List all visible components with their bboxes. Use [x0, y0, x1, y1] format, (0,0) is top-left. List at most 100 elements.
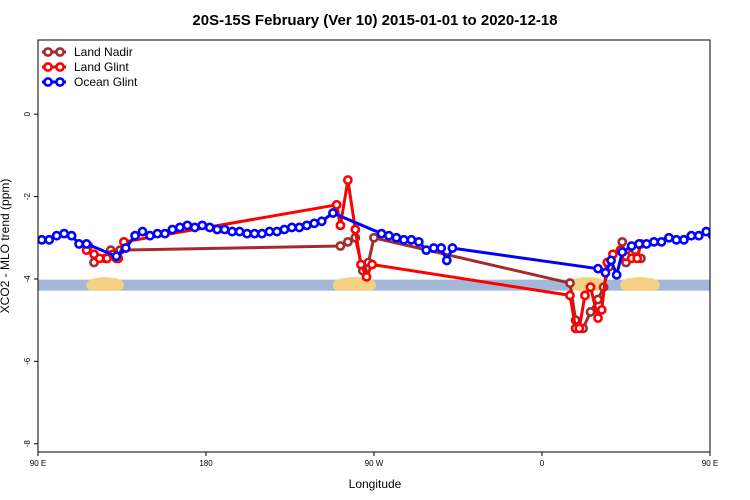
series-ocean-glint	[38, 208, 710, 280]
data-point-ocean-glint	[421, 245, 432, 256]
data-point-ocean-glint	[398, 234, 409, 245]
data-point-ocean-glint	[294, 222, 305, 233]
data-point-ocean-glint	[130, 230, 140, 241]
legend-item-ocean-glint: Ocean Glint	[42, 75, 138, 89]
data-point-ocean-glint	[611, 269, 622, 280]
data-point-ocean-glint	[428, 243, 439, 253]
data-point-land-glint	[593, 313, 603, 323]
y-tick-label: 0	[23, 111, 32, 116]
x-axis: 90 E 180 90 W 0 90 E	[30, 452, 718, 468]
data-point-land-nadir	[369, 232, 379, 243]
data-point-ocean-glint	[664, 232, 674, 243]
data-point-ocean-glint	[301, 220, 312, 231]
data-point-land-nadir	[342, 236, 353, 247]
y-tick-label: -6	[23, 357, 32, 365]
data-point-land-glint	[361, 271, 372, 282]
data-point-ocean-glint	[111, 251, 122, 262]
data-point-land-nadir	[617, 236, 628, 247]
data-point-land-glint	[632, 253, 643, 264]
legend-marker	[55, 47, 65, 57]
series-layer	[38, 175, 710, 334]
data-point-ocean-glint	[406, 234, 417, 245]
data-point-land-glint	[574, 323, 585, 334]
data-point-land-nadir	[565, 278, 575, 288]
data-point-ocean-glint	[678, 234, 689, 245]
data-point-land-glint	[580, 290, 590, 301]
land-band-cap	[623, 277, 657, 286]
data-point-ocean-glint	[279, 224, 290, 235]
data-point-ocean-glint	[701, 226, 710, 237]
data-point-ocean-glint	[606, 255, 616, 266]
data-point-ocean-glint	[204, 222, 215, 233]
data-point-land-glint	[94, 253, 105, 264]
data-point-ocean-glint	[328, 208, 338, 218]
y-tick-label: -4	[23, 275, 32, 283]
data-point-ocean-glint	[182, 220, 193, 231]
legend-item-land-nadir: Land Nadir	[42, 45, 133, 59]
data-point-ocean-glint	[51, 230, 62, 241]
data-point-ocean-glint	[38, 234, 47, 245]
x-axis-title: Longitude	[349, 477, 402, 491]
legend-label: Land Glint	[74, 60, 129, 74]
data-point-ocean-glint	[316, 216, 327, 227]
legend-marker	[43, 47, 53, 57]
data-point-land-nadir	[585, 307, 596, 317]
data-point-land-glint	[585, 282, 596, 293]
x-tick-label: 0	[540, 459, 545, 468]
data-point-ocean-glint	[145, 230, 155, 241]
y-axis-title: XCO2 - MLO trend (ppm)	[0, 179, 12, 314]
data-point-land-glint	[565, 290, 575, 301]
data-point-ocean-glint	[264, 226, 275, 237]
y-tick-label: -8	[23, 440, 32, 448]
data-point-ocean-glint	[257, 228, 267, 239]
data-point-ocean-glint	[286, 222, 297, 233]
data-point-ocean-glint	[152, 228, 163, 239]
data-point-ocean-glint	[641, 239, 652, 249]
x-tick-label: 90 E	[702, 459, 718, 468]
legend-marker	[55, 62, 65, 72]
data-point-ocean-glint	[649, 236, 659, 247]
x-tick-label: 90 E	[30, 459, 46, 468]
data-point-ocean-glint	[227, 226, 238, 237]
data-point-ocean-glint	[656, 236, 667, 247]
data-point-ocean-glint	[242, 228, 252, 239]
data-point-ocean-glint	[686, 230, 697, 241]
legend-label: Ocean Glint	[74, 75, 138, 89]
data-point-land-glint	[342, 175, 353, 185]
data-point-ocean-glint	[593, 263, 603, 274]
legend-label: Land Nadir	[74, 45, 133, 59]
data-point-ocean-glint	[309, 218, 320, 229]
data-point-ocean-glint	[189, 222, 200, 233]
land-band-cap	[89, 277, 121, 286]
legend-marker	[43, 62, 53, 72]
legend-item-land-glint: Land Glint	[42, 60, 129, 74]
x-tick-label: 90 W	[365, 459, 384, 468]
data-point-ocean-glint	[441, 255, 452, 266]
chart-title: 20S-15S February (Ver 10) 2015-01-01 to …	[192, 12, 557, 29]
data-point-ocean-glint	[413, 236, 424, 247]
data-point-ocean-glint	[160, 228, 170, 239]
data-point-ocean-glint	[671, 234, 682, 245]
data-point-ocean-glint	[167, 224, 178, 235]
data-point-ocean-glint	[617, 247, 628, 258]
data-point-land-glint	[331, 199, 342, 210]
data-point-ocean-glint	[81, 239, 92, 249]
data-point-land-glint	[367, 259, 378, 270]
y-axis: 0 -2 -4 -6 -8	[23, 111, 38, 447]
data-point-ocean-glint	[174, 222, 185, 233]
data-point-land-glint	[596, 304, 607, 315]
data-point-ocean-glint	[74, 239, 84, 249]
data-point-ocean-glint	[234, 226, 245, 237]
data-point-ocean-glint	[634, 239, 644, 249]
data-point-ocean-glint	[249, 228, 260, 239]
data-point-ocean-glint	[436, 243, 447, 253]
data-point-ocean-glint	[212, 224, 223, 235]
data-point-land-glint	[350, 224, 361, 235]
data-point-ocean-glint	[137, 226, 148, 237]
data-point-ocean-glint	[120, 243, 131, 253]
data-point-ocean-glint	[59, 228, 70, 239]
x-tick-label: 180	[199, 459, 213, 468]
data-point-ocean-glint	[197, 220, 208, 231]
